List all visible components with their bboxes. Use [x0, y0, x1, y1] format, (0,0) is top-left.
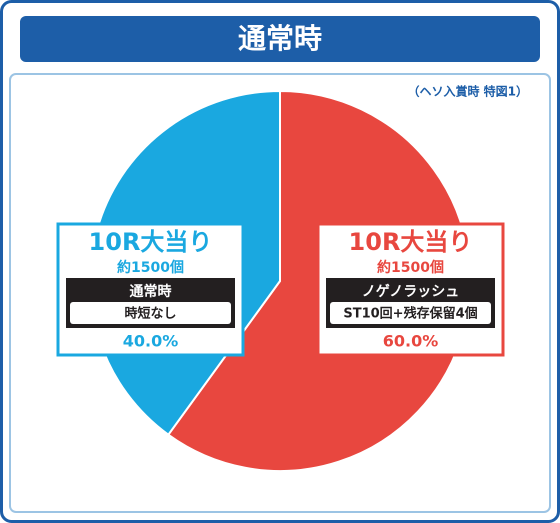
- value-label: 60.0%: [383, 332, 439, 351]
- chart-title: 通常時: [238, 22, 322, 55]
- slice-label: 10R大当り: [349, 228, 473, 256]
- slice-sublabel: 約1500個: [117, 259, 184, 276]
- value-label: 40.0%: [123, 332, 179, 351]
- detail-line: ST10回+残存保留4個: [343, 306, 477, 322]
- slice-sublabel: 約1500個: [377, 259, 444, 276]
- detail-line: ノゲノラッシュ: [362, 283, 460, 300]
- detail-inner: [330, 302, 491, 324]
- detail-line: 通常時: [130, 283, 172, 300]
- detail-inner: [70, 302, 231, 324]
- slice-label: 10R大当り: [89, 228, 213, 256]
- chart-subtitle: （ヘソ入賞時 特図1）: [407, 84, 528, 99]
- detail-line: 時短なし: [124, 306, 176, 322]
- header-bar: [20, 16, 540, 62]
